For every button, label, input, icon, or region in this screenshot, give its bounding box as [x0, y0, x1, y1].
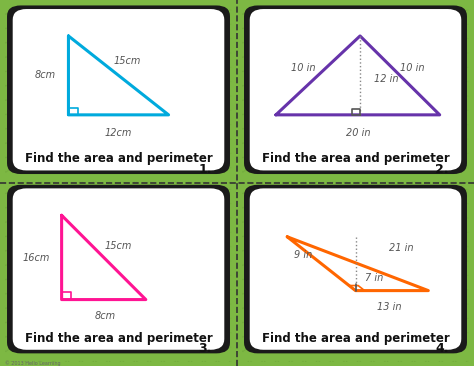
- Text: 2.: 2.: [435, 163, 449, 176]
- Text: 3.: 3.: [198, 342, 212, 355]
- Text: 7 in: 7 in: [365, 273, 383, 283]
- Text: 15cm: 15cm: [105, 241, 132, 251]
- Text: 4.: 4.: [435, 342, 449, 355]
- Text: 21 in: 21 in: [389, 243, 413, 253]
- Text: 20 in: 20 in: [346, 128, 370, 138]
- FancyBboxPatch shape: [244, 185, 467, 354]
- Text: 1.: 1.: [198, 163, 212, 176]
- Text: Find the area and perimeter: Find the area and perimeter: [25, 152, 212, 165]
- Text: 9 in: 9 in: [294, 250, 312, 260]
- Text: 16cm: 16cm: [23, 253, 50, 263]
- FancyBboxPatch shape: [250, 188, 461, 350]
- FancyBboxPatch shape: [13, 188, 224, 350]
- Text: 12cm: 12cm: [105, 128, 132, 138]
- Text: 12 in: 12 in: [374, 74, 398, 84]
- Text: 10 in: 10 in: [291, 63, 315, 73]
- Text: Find the area and perimeter: Find the area and perimeter: [262, 152, 449, 165]
- Text: Find the area and perimeter: Find the area and perimeter: [262, 332, 449, 345]
- Text: 10 in: 10 in: [400, 63, 425, 73]
- Text: 8cm: 8cm: [35, 70, 56, 81]
- FancyBboxPatch shape: [250, 9, 461, 171]
- Text: © 2013 Hello Learning: © 2013 Hello Learning: [5, 361, 60, 366]
- Text: 15cm: 15cm: [114, 56, 141, 66]
- Text: Find the area and perimeter: Find the area and perimeter: [25, 332, 212, 345]
- FancyBboxPatch shape: [7, 185, 230, 354]
- FancyBboxPatch shape: [7, 5, 230, 174]
- FancyBboxPatch shape: [244, 5, 467, 174]
- FancyBboxPatch shape: [13, 9, 224, 171]
- Text: 8cm: 8cm: [94, 311, 115, 321]
- Text: 13 in: 13 in: [377, 302, 402, 312]
